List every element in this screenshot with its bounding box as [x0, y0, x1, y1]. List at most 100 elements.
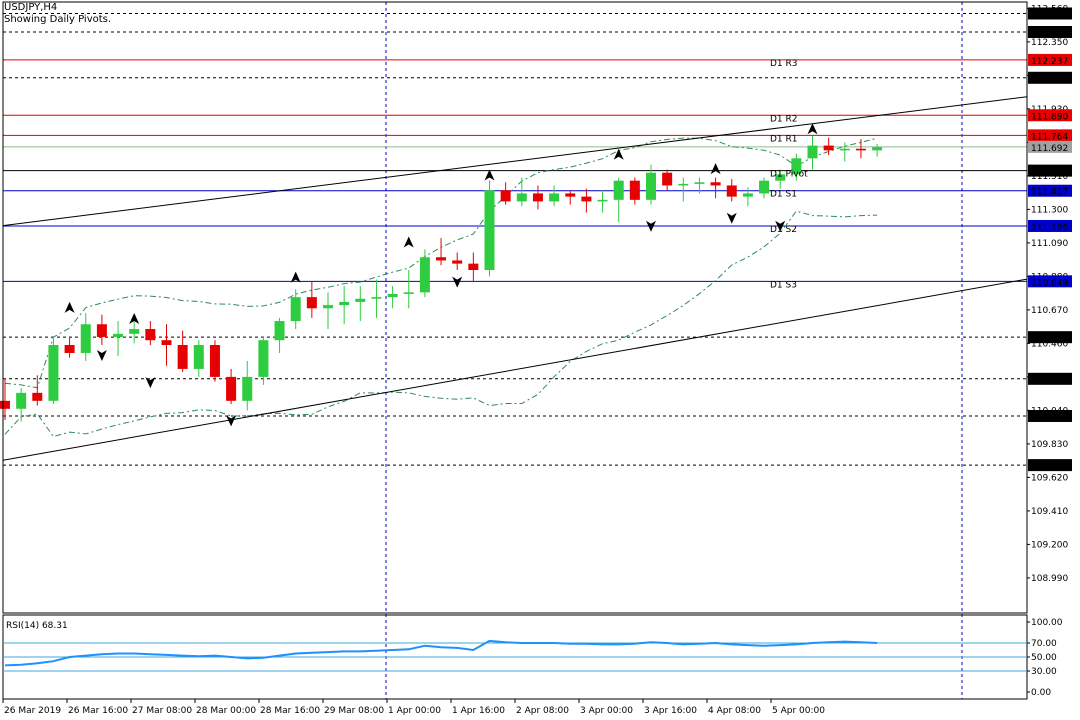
dashed-level-label-box	[1028, 71, 1072, 84]
candle	[323, 292, 333, 330]
time-tick-label: 2 Apr 08:00	[516, 706, 569, 716]
candle-body	[355, 298, 366, 302]
candle-body	[193, 344, 204, 369]
pivot-label: D1 S1	[770, 190, 797, 200]
candle-body	[823, 145, 834, 151]
time-tick-label: 27 Mar 08:00	[132, 706, 192, 716]
candle	[306, 281, 317, 318]
candle-body	[839, 148, 850, 151]
dashed-level-label: 110.005	[1031, 413, 1068, 423]
candle-body	[613, 180, 624, 200]
candle	[613, 177, 624, 223]
price-tick-label: 109.620	[1031, 473, 1068, 483]
candle	[597, 190, 608, 213]
pivot-price-label: 111.417	[1031, 188, 1068, 198]
candle-body	[32, 392, 43, 401]
fractal-down-icon	[452, 276, 463, 288]
level-labels-layer: D1 R3 D1 R2 D1 R1 D1 Pivot D1 S1 D1 S2 D1 S3	[770, 59, 808, 290]
fractal-up-icon	[710, 163, 721, 175]
pivot-price-label-box	[1028, 109, 1072, 122]
dashed-level-label: 112.412	[1031, 29, 1068, 39]
candle-body	[452, 260, 463, 264]
fractal-down-icon	[775, 220, 786, 232]
candle-body	[532, 193, 543, 202]
current-price-label-box	[1028, 140, 1072, 153]
candle	[742, 187, 753, 207]
candle	[355, 285, 366, 322]
candle-body	[436, 257, 447, 261]
candle-body	[872, 147, 883, 151]
price-tick-label: 111.090	[1031, 239, 1068, 249]
candle	[823, 137, 834, 156]
candle	[339, 285, 350, 325]
candle	[468, 252, 479, 282]
fractal-up-icon	[484, 169, 495, 181]
candle	[565, 190, 576, 205]
candle	[678, 177, 689, 202]
dashed-level-label: 110.499	[1031, 334, 1068, 344]
candle-body	[855, 148, 866, 151]
candle-body	[16, 392, 27, 409]
candle	[274, 317, 285, 353]
price-tick-label: 112.350	[1031, 38, 1068, 48]
candle	[16, 388, 27, 422]
candle-body	[694, 182, 705, 184]
candle	[662, 169, 673, 191]
time-tick-label: 4 Apr 08:00	[708, 706, 761, 716]
fractal-up-icon	[807, 123, 818, 135]
fractal-up-icon	[403, 236, 414, 248]
fractal-up-icon	[613, 148, 624, 160]
candle	[290, 289, 301, 330]
candle	[484, 180, 495, 277]
levels-layer	[3, 2, 1027, 699]
candle-body	[710, 182, 721, 186]
price-tick-label: 108.990	[1031, 574, 1068, 584]
candle	[646, 164, 656, 205]
candle-body	[581, 196, 592, 202]
dashed-level-label-box	[1028, 409, 1072, 422]
candle-body	[80, 324, 91, 353]
time-tick-label: 3 Apr 16:00	[644, 706, 697, 716]
lower-band-line	[4, 210, 878, 438]
candle-body	[742, 193, 753, 197]
candle-body	[662, 172, 673, 186]
candle-body	[629, 180, 640, 200]
price-tick-label: 111.510	[1031, 172, 1068, 182]
candle	[193, 340, 204, 377]
candle-body	[209, 344, 220, 377]
pivot-label: D1 S2	[770, 225, 797, 235]
fractal-up-icon	[129, 313, 140, 325]
candle-body	[759, 180, 770, 194]
candle	[387, 285, 398, 309]
candle	[113, 321, 124, 357]
candle	[710, 177, 721, 199]
pivot-price-label-box	[1028, 275, 1072, 288]
candle	[759, 177, 770, 199]
candle-body	[48, 344, 59, 401]
candle	[0, 378, 10, 420]
candle	[855, 139, 866, 159]
candle	[419, 249, 430, 298]
trendlines-layer	[2, 96, 1028, 461]
candle	[791, 153, 802, 181]
price-axis: 112.560112.350112.140111.930111.720111.5…	[2, 1, 1072, 700]
price-tick-label: 109.830	[1031, 440, 1068, 450]
rsi-line	[4, 639, 878, 667]
time-tick-label: 29 Mar 08:00	[324, 706, 384, 716]
candle	[209, 340, 220, 382]
pivot-price-label-box	[1028, 219, 1072, 232]
trendline	[2, 278, 1028, 461]
pivot-price-label: 112.237	[1031, 57, 1068, 67]
candle	[145, 321, 156, 345]
candle	[694, 177, 705, 194]
candle	[129, 317, 140, 344]
candle-body	[161, 340, 172, 345]
candle-body	[516, 193, 527, 202]
dashed-level-label-box	[1028, 7, 1072, 20]
candle	[532, 185, 543, 210]
candle-body	[484, 190, 495, 271]
rsi-tick-label: 100.00	[1031, 618, 1063, 628]
dashed-level-label: 110.238	[1031, 376, 1068, 386]
candle	[242, 360, 253, 411]
